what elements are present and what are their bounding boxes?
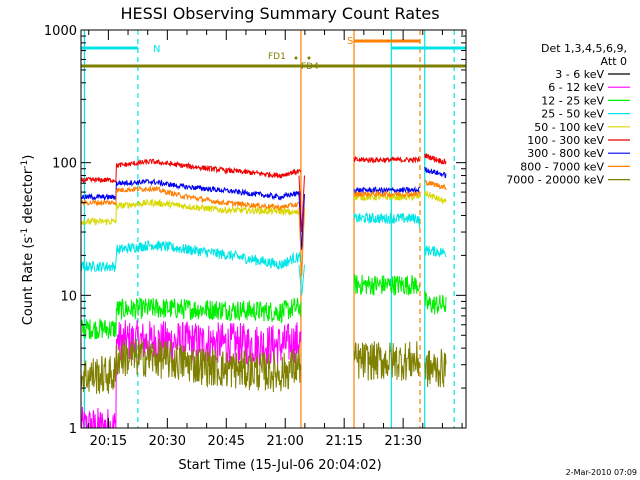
- legend-entry-label: 3 - 6 keV: [555, 68, 604, 81]
- saa-label: S: [347, 36, 353, 47]
- fd4-label: FD4: [301, 62, 319, 72]
- plot-frame: [80, 29, 467, 429]
- y-tick-label: 100: [52, 157, 77, 172]
- x-tick-label: 21:15: [325, 434, 362, 449]
- flare-flag-dot: [294, 56, 298, 60]
- y-label-end: ): [21, 155, 36, 160]
- legend-header-2: Att 0: [601, 55, 627, 68]
- legend-header-1: Det 1,3,4,5,6,9,: [541, 42, 627, 55]
- data-layer: [80, 30, 466, 429]
- series-line: [80, 211, 447, 272]
- y-axis-label: Count Rate (s-1 detector-1): [20, 155, 36, 326]
- series-dip: [298, 207, 305, 276]
- x-tick-label: 20:45: [208, 434, 245, 449]
- axis-ticks: 1 10 100 1000 20:15 20:30 20:45 21:00 21:15 21:30: [44, 24, 466, 449]
- chart-title: HESSI Observing Summary Count Rates: [120, 4, 439, 23]
- series-line: [80, 338, 447, 394]
- series-dip: [298, 175, 305, 233]
- series-line: [80, 153, 447, 185]
- y-label-sup1: -1: [20, 228, 30, 237]
- y-tick-label: 10: [60, 289, 77, 304]
- y-label-mid: detector: [21, 168, 36, 228]
- series-line: [80, 166, 447, 202]
- legend-entry-label: 300 - 800 keV: [527, 147, 604, 160]
- legend-entry-label: 12 - 25 keV: [541, 94, 604, 107]
- legend-entry-label: 7000 - 20000 keV: [506, 174, 604, 187]
- axes-frame: [80, 29, 467, 429]
- x-tick-label: 21:30: [384, 434, 421, 449]
- legend-entry-label: 25 - 50 keV: [541, 108, 604, 121]
- y-label-sup2: -1: [20, 160, 30, 169]
- y-tick-label: 1: [69, 422, 77, 437]
- flare-flag-dot: [307, 56, 311, 60]
- series-line: [80, 179, 447, 212]
- legend-entry-label: 800 - 7000 keV: [520, 160, 604, 173]
- x-tick-label: 20:30: [149, 434, 186, 449]
- generation-timestamp: 2-Mar-2010 07:09: [566, 468, 637, 477]
- series-line: [80, 274, 447, 340]
- legend-entry-label: 100 - 300 keV: [527, 134, 604, 147]
- x-axis-label: Start Time (15-Jul-06 20:04:02): [178, 458, 381, 473]
- legend-entry-label: 6 - 12 keV: [548, 81, 604, 94]
- x-tick-label: 21:00: [266, 434, 303, 449]
- fd1-label: FD1: [268, 52, 286, 62]
- legend-entry-label: 50 - 100 keV: [534, 121, 604, 134]
- y-tick-label: 1000: [44, 24, 77, 39]
- y-label-main: Count Rate (s: [21, 237, 36, 326]
- attenuator-state-label: N: [153, 44, 160, 55]
- series-dip: [298, 264, 305, 296]
- series-dip: [298, 194, 305, 250]
- x-tick-label: 20:15: [90, 434, 127, 449]
